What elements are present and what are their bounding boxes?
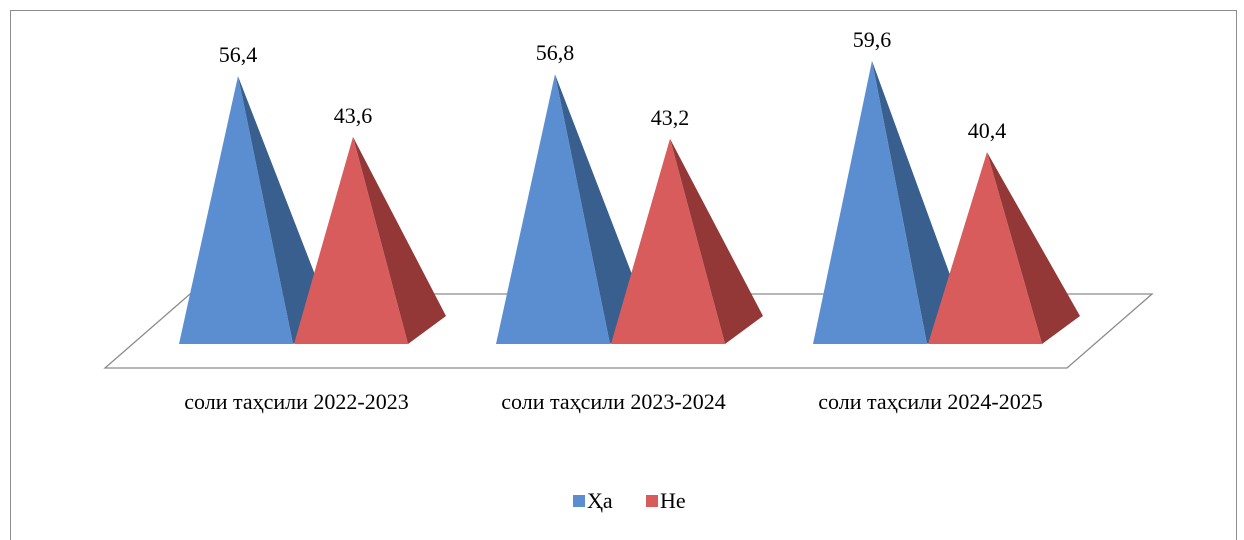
data-label-ҳа-2: 56,8 [536,40,575,65]
pyramid-ҳа-2-side [555,74,648,344]
category-label-1: соли таҳсили 2022-2023 [184,389,409,414]
category-axis: соли таҳсили 2022-2023 соли таҳсили 2023-… [184,389,1043,414]
pyramid-не-2-side [670,138,763,344]
data-label-ҳа-3: 59,6 [853,27,892,52]
pyramid-не-2 [611,138,725,344]
legend-swatch-не [646,495,658,507]
pyramid-не-1 [294,136,408,344]
category-label-2: соли таҳсили 2023-2024 [501,389,726,414]
data-label-не-1: 43,6 [334,103,373,128]
pyramid-не-1-side [353,136,446,344]
pyramid-не-3 [928,152,1042,344]
legend-swatch-ҳа [573,495,585,507]
plot-area [179,60,1080,345]
data-label-не-2: 43,2 [651,105,690,130]
data-label-не-3: 40,4 [968,118,1007,143]
pyramid-ҳа-1-side [238,76,331,344]
data-label-ҳа-1: 56,4 [219,42,258,67]
pyramid-не-3-side [987,152,1080,344]
legend-label-не: Не [660,488,686,513]
data-labels: 56,4 43,6 56,8 43,2 59,6 40,4 [219,27,1007,143]
pyramid-ҳа-3-side [872,60,965,345]
pyramid-ҳа-3 [813,60,927,345]
category-label-3: соли таҳсили 2024-2025 [818,389,1043,414]
pyramid-ҳа-2 [496,74,610,344]
legend: Ҳа Не [573,488,686,513]
legend-label-ҳа: Ҳа [587,488,613,513]
pyramid-ҳа-1 [179,76,293,344]
